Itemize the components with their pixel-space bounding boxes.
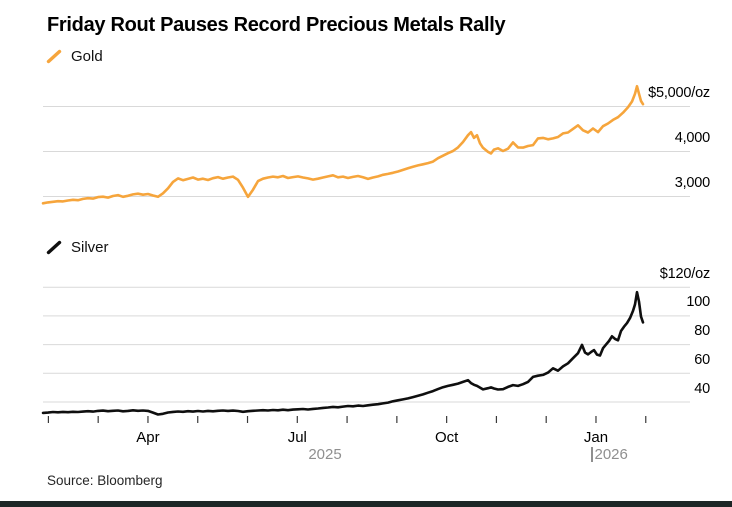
page-title: Friday Rout Pauses Record Precious Metal…: [47, 14, 506, 36]
gold-price-line: [41, 84, 645, 205]
gold-line-legend-icon: [46, 49, 62, 64]
year-divider: [591, 447, 593, 462]
silver-line-legend-icon: [46, 240, 62, 255]
year-label-2026: 2026: [591, 446, 628, 463]
silver-y-axis-label: 60: [694, 351, 710, 368]
legend-gold: Gold: [46, 48, 103, 65]
silver-y-axis-label: 100: [686, 294, 710, 311]
year-label-2026-text: 2026: [594, 446, 628, 463]
silver-y-axis-label: 80: [694, 323, 710, 340]
silver-y-axis-label: 40: [694, 380, 710, 397]
legend-label-silver: Silver: [71, 239, 109, 256]
legend-label-gold: Gold: [71, 48, 103, 65]
x-axis-month-label: Jan: [583, 429, 609, 446]
year-label-2025: 2025: [308, 446, 342, 463]
x-axis-month-label: Jul: [287, 429, 307, 446]
gold-y-axis-label: 3,000: [674, 175, 710, 191]
footer-bar: [0, 501, 732, 507]
legend-silver: Silver: [46, 239, 109, 256]
gold-y-axis-label: 4,000: [674, 130, 710, 146]
x-axis-month-label: Oct: [434, 429, 459, 446]
source-credit: Source: Bloomberg: [47, 473, 163, 488]
silver-y-axis-label: $120/oz: [659, 265, 710, 282]
gold-y-axis-label: $5,000/oz: [648, 85, 710, 101]
x-axis-month-label: Apr: [136, 429, 160, 446]
silver-price-line: [41, 290, 645, 416]
